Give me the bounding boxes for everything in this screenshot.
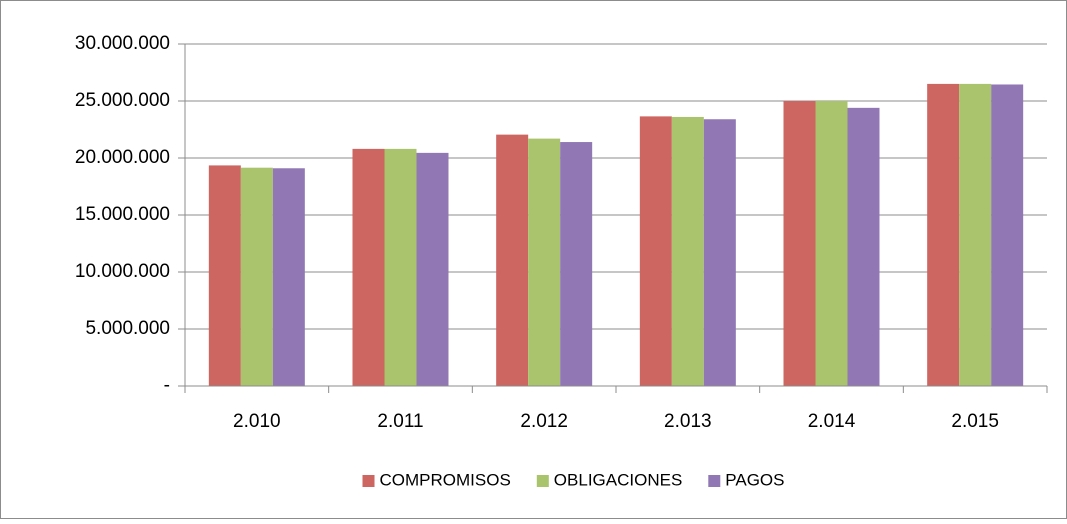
x-tick-label: 2.015 <box>951 411 999 432</box>
x-tick-label: 2.012 <box>520 411 568 432</box>
bar <box>528 138 561 386</box>
x-tick-label: 2.010 <box>233 411 281 432</box>
bar <box>352 148 385 386</box>
bar <box>815 101 848 386</box>
bar <box>671 116 704 387</box>
y-tick-label: 25.000.000 <box>75 90 170 111</box>
x-tick-label: 2.014 <box>808 411 856 432</box>
bar <box>639 116 672 386</box>
bar <box>208 165 241 386</box>
bar <box>927 83 960 387</box>
bar <box>959 83 992 387</box>
bar <box>991 84 1024 386</box>
y-tick-label: 10.000.000 <box>75 261 170 282</box>
bar <box>384 148 417 386</box>
legend-swatch <box>362 475 375 487</box>
bar <box>240 167 273 386</box>
legend-label: PAGOS <box>725 470 784 489</box>
legend-label: COMPROMISOS <box>380 470 511 489</box>
legend-swatch <box>536 475 549 487</box>
legend-label: OBLIGACIONES <box>554 470 682 489</box>
y-tick-label: 5.000.000 <box>85 318 170 339</box>
y-tick-label: - <box>164 375 170 396</box>
x-tick-label: 2.011 <box>377 411 423 432</box>
y-tick-label: 15.000.000 <box>75 204 170 225</box>
bar <box>560 142 593 386</box>
legend-swatch <box>708 475 721 487</box>
bar <box>783 101 816 386</box>
bar <box>416 152 449 386</box>
bar <box>496 134 529 386</box>
y-tick-label: 20.000.000 <box>75 147 170 168</box>
bar <box>703 119 736 387</box>
y-tick-label: 30.000.000 <box>75 33 170 54</box>
bar <box>272 168 305 386</box>
x-tick-label: 2.013 <box>664 411 712 432</box>
bar <box>847 107 880 386</box>
